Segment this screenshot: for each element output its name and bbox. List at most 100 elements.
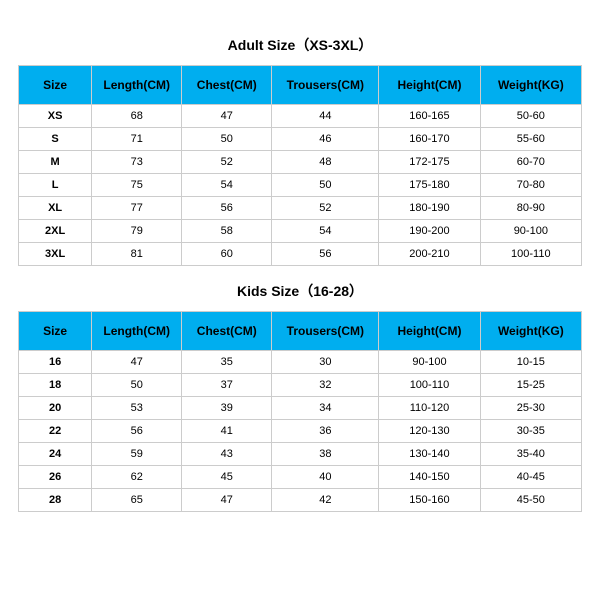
table-cell: 200-210 — [379, 243, 480, 266]
col-header-chest: Chest(CM) — [182, 66, 272, 105]
table-cell: 65 — [92, 489, 182, 512]
table-cell: 175-180 — [379, 174, 480, 197]
table-cell: 110-120 — [379, 397, 480, 420]
col-header-length: Length(CM) — [92, 66, 182, 105]
table-cell: 54 — [182, 174, 272, 197]
col-header-trousers: Trousers(CM) — [272, 66, 379, 105]
table-cell: 22 — [19, 420, 92, 443]
table-cell: 26 — [19, 466, 92, 489]
table-cell: 73 — [92, 151, 182, 174]
table-row: 2XL795854190-20090-100 — [19, 220, 582, 243]
table-cell: 32 — [272, 374, 379, 397]
table-cell: 90-100 — [480, 220, 581, 243]
table-row: XL775652180-19080-90 — [19, 197, 582, 220]
adult-table-body: XS684744160-16550-60S715046160-17055-60M… — [19, 105, 582, 266]
table-cell: 56 — [92, 420, 182, 443]
table-row: 24594338130-14035-40 — [19, 443, 582, 466]
table-cell: 34 — [272, 397, 379, 420]
table-cell: 60 — [182, 243, 272, 266]
table-cell: 35-40 — [480, 443, 581, 466]
table-row: M735248172-17560-70 — [19, 151, 582, 174]
table-cell: 180-190 — [379, 197, 480, 220]
table-cell: 45-50 — [480, 489, 581, 512]
table-cell: 20 — [19, 397, 92, 420]
table-row: 28654742150-16045-50 — [19, 489, 582, 512]
table-cell: 47 — [182, 105, 272, 128]
table-cell: 3XL — [19, 243, 92, 266]
col-header-weight: Weight(KG) — [480, 66, 581, 105]
table-cell: 44 — [272, 105, 379, 128]
table-cell: 50 — [182, 128, 272, 151]
table-cell: 43 — [182, 443, 272, 466]
table-cell: 40-45 — [480, 466, 581, 489]
table-cell: 35 — [182, 351, 272, 374]
table-cell: 81 — [92, 243, 182, 266]
table-cell: 160-170 — [379, 128, 480, 151]
table-cell: 120-130 — [379, 420, 480, 443]
table-cell: XS — [19, 105, 92, 128]
kids-title: Kids Size（16-28） — [18, 281, 582, 301]
col-header-length: Length(CM) — [92, 312, 182, 351]
table-cell: 25-30 — [480, 397, 581, 420]
table-cell: 47 — [182, 489, 272, 512]
table-cell: 68 — [92, 105, 182, 128]
table-row: 3XL816056200-210100-110 — [19, 243, 582, 266]
table-cell: 130-140 — [379, 443, 480, 466]
col-header-size: Size — [19, 312, 92, 351]
table-cell: 46 — [272, 128, 379, 151]
table-row: 18503732100-11015-25 — [19, 374, 582, 397]
table-cell: 53 — [92, 397, 182, 420]
table-cell: 15-25 — [480, 374, 581, 397]
table-cell: 100-110 — [379, 374, 480, 397]
table-cell: 59 — [92, 443, 182, 466]
table-cell: 79 — [92, 220, 182, 243]
table-row: 26624540140-15040-45 — [19, 466, 582, 489]
table-cell: 71 — [92, 128, 182, 151]
table-cell: 18 — [19, 374, 92, 397]
table-cell: 30 — [272, 351, 379, 374]
table-cell: 56 — [272, 243, 379, 266]
table-row: 1647353090-10010-15 — [19, 351, 582, 374]
table-cell: 38 — [272, 443, 379, 466]
table-row: XS684744160-16550-60 — [19, 105, 582, 128]
table-cell: 55-60 — [480, 128, 581, 151]
table-cell: 62 — [92, 466, 182, 489]
table-cell: 150-160 — [379, 489, 480, 512]
size-chart-container: Adult Size（XS-3XL） Size Length(CM) Chest… — [0, 0, 600, 512]
adult-table-head: Size Length(CM) Chest(CM) Trousers(CM) H… — [19, 66, 582, 105]
table-row: S715046160-17055-60 — [19, 128, 582, 151]
table-cell: 70-80 — [480, 174, 581, 197]
table-row: L755450175-18070-80 — [19, 174, 582, 197]
table-cell: 39 — [182, 397, 272, 420]
table-cell: XL — [19, 197, 92, 220]
col-header-size: Size — [19, 66, 92, 105]
table-cell: 41 — [182, 420, 272, 443]
table-cell: 140-150 — [379, 466, 480, 489]
kids-table-head: Size Length(CM) Chest(CM) Trousers(CM) H… — [19, 312, 582, 351]
table-cell: 77 — [92, 197, 182, 220]
table-cell: 48 — [272, 151, 379, 174]
col-header-height: Height(CM) — [379, 312, 480, 351]
table-cell: 52 — [272, 197, 379, 220]
table-cell: 50 — [272, 174, 379, 197]
table-cell: 75 — [92, 174, 182, 197]
kids-table-body: 1647353090-10010-1518503732100-11015-252… — [19, 351, 582, 512]
table-cell: 2XL — [19, 220, 92, 243]
table-cell: 50-60 — [480, 105, 581, 128]
table-cell: 90-100 — [379, 351, 480, 374]
table-cell: 50 — [92, 374, 182, 397]
table-cell: 30-35 — [480, 420, 581, 443]
table-cell: 160-165 — [379, 105, 480, 128]
table-cell: 190-200 — [379, 220, 480, 243]
table-cell: L — [19, 174, 92, 197]
col-header-height: Height(CM) — [379, 66, 480, 105]
table-cell: 60-70 — [480, 151, 581, 174]
table-cell: 42 — [272, 489, 379, 512]
col-header-trousers: Trousers(CM) — [272, 312, 379, 351]
table-cell: S — [19, 128, 92, 151]
table-row: 20533934110-12025-30 — [19, 397, 582, 420]
table-cell: 100-110 — [480, 243, 581, 266]
table-cell: 47 — [92, 351, 182, 374]
table-cell: M — [19, 151, 92, 174]
table-cell: 56 — [182, 197, 272, 220]
